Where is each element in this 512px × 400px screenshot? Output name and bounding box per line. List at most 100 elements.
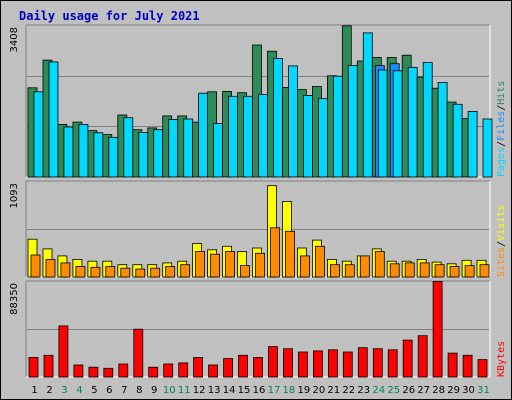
bar-kbytes-day-27 (417, 335, 428, 378)
day-label-20: 20 (313, 385, 326, 396)
bar-sites-day-23 (359, 255, 370, 278)
bar-pages-day-25 (392, 70, 403, 178)
bar-pages-day-21 (332, 75, 343, 178)
day-label-28: 28 (432, 385, 445, 396)
bar-pages-day-27 (422, 62, 433, 178)
bar-pages-day-28 (437, 82, 448, 178)
bar-pages-day-31 (482, 118, 493, 178)
panel-max-label: 3408 (9, 27, 20, 52)
bar-kbytes-day-1 (28, 356, 39, 378)
bar-kbytes-day-2 (43, 354, 54, 378)
day-label-4: 4 (76, 385, 82, 396)
bar-sites-day-14 (225, 251, 236, 278)
bar-pages-day-19 (302, 95, 313, 178)
day-label-17: 17 (268, 385, 281, 396)
bar-pages-day-5 (93, 132, 104, 178)
bar-pages-day-8 (138, 131, 149, 178)
day-label-1: 1 (31, 385, 37, 396)
bar-sites-day-11 (180, 264, 191, 278)
chart-title: Daily usage for July 2021 (19, 9, 200, 23)
panel-visits: 1093 Sites/Visits (9, 180, 507, 278)
day-label-23: 23 (357, 385, 370, 396)
bar-sites-day-2 (45, 258, 56, 278)
bar-pages-day-10 (168, 119, 179, 178)
bar-kbytes-day-20 (312, 350, 323, 378)
day-label-26: 26 (402, 385, 415, 396)
bar-kbytes-day-4 (73, 364, 84, 378)
day-label-10: 10 (163, 385, 176, 396)
bar-sites-day-22 (344, 264, 355, 278)
day-label-15: 15 (238, 385, 251, 396)
bar-kbytes-day-7 (118, 363, 129, 378)
bar-pages-day-16 (258, 94, 268, 178)
bar-kbytes-day-18 (283, 348, 293, 378)
chart-panels: 3408Pages/Files/Hits1093Sites/Visits8835… (9, 24, 507, 378)
bar-pages-day-24 (377, 69, 388, 178)
legend-hits: Hits (496, 81, 507, 105)
bar-kbytes-day-5 (88, 366, 99, 378)
bars-hits (27, 25, 493, 178)
bar-sites-day-9 (150, 267, 161, 278)
day-label-2: 2 (46, 385, 52, 396)
bar-pages-day-23 (362, 32, 373, 178)
bar-sites-day-25 (389, 263, 400, 278)
bar-kbytes-day-21 (327, 349, 338, 378)
day-label-25: 25 (387, 385, 400, 396)
bar-sites-day-15 (240, 265, 250, 278)
bar-sites-day-19 (299, 255, 310, 278)
bars-kbytes (28, 280, 488, 378)
bar-kbytes-day-30 (462, 354, 473, 378)
bar-pages-day-4 (78, 124, 89, 178)
day-label-14: 14 (223, 385, 236, 396)
bar-kbytes-day-24 (372, 348, 383, 378)
bar-pages-day-2 (48, 61, 59, 178)
bar-kbytes-day-15 (238, 354, 248, 378)
bar-sites-day-5 (90, 266, 101, 278)
bar-sites-day-7 (120, 267, 131, 278)
bar-pages-day-18 (288, 65, 298, 178)
day-label-12: 12 (193, 385, 206, 396)
bar-kbytes-day-25 (387, 349, 398, 378)
legend-separator: / (496, 241, 507, 247)
bar-kbytes-day-3 (58, 325, 69, 378)
bar-kbytes-day-10 (163, 363, 174, 378)
bar-pages-day-17 (273, 58, 283, 178)
bar-pages-day-15 (243, 95, 253, 178)
panel-max-label: 1093 (9, 183, 20, 208)
bar-kbytes-day-23 (357, 347, 368, 378)
legend-separator: / (496, 105, 507, 111)
bar-sites-day-21 (329, 264, 340, 278)
bar-sites-day-10 (165, 266, 176, 278)
bar-sites-day-30 (464, 265, 475, 278)
bar-sites-day-26 (404, 262, 415, 278)
bar-kbytes-day-12 (193, 356, 204, 378)
panel-max-label: 88350 (9, 283, 20, 315)
bar-sites-day-20 (314, 245, 325, 278)
bar-sites-day-4 (75, 266, 86, 278)
bar-kbytes-day-26 (402, 339, 413, 378)
bar-kbytes-day-6 (103, 367, 114, 378)
bar-kbytes-day-13 (208, 364, 219, 378)
bar-pages-day-12 (198, 92, 209, 178)
bar-sites-day-12 (195, 251, 206, 278)
day-label-11: 11 (178, 385, 191, 396)
bar-sites-day-31 (479, 264, 490, 278)
day-label-13: 13 (208, 385, 221, 396)
bar-pages-day-20 (317, 98, 328, 178)
panel-legend: KBytes (496, 341, 507, 377)
bar-pages-day-7 (123, 117, 134, 178)
day-label-3: 3 (61, 385, 67, 396)
bar-pages-day-3 (63, 126, 74, 178)
bar-sites-day-17 (270, 227, 280, 278)
day-label-9: 9 (151, 385, 157, 396)
bar-pages-day-9 (153, 129, 164, 178)
bar-kbytes-day-9 (148, 366, 159, 378)
legend-pages: Pages (496, 147, 507, 177)
bar-pages-day-14 (228, 95, 239, 178)
bar-sites-day-6 (105, 266, 116, 278)
day-labels: 1 2 3 4 5 6 7 8 9 10 11 12 13 14 15 16 17 18 19 20 21 22 23 24 2… (31, 385, 490, 396)
bar-sites-day-28 (434, 264, 445, 278)
bar-sites-day-27 (419, 262, 430, 278)
